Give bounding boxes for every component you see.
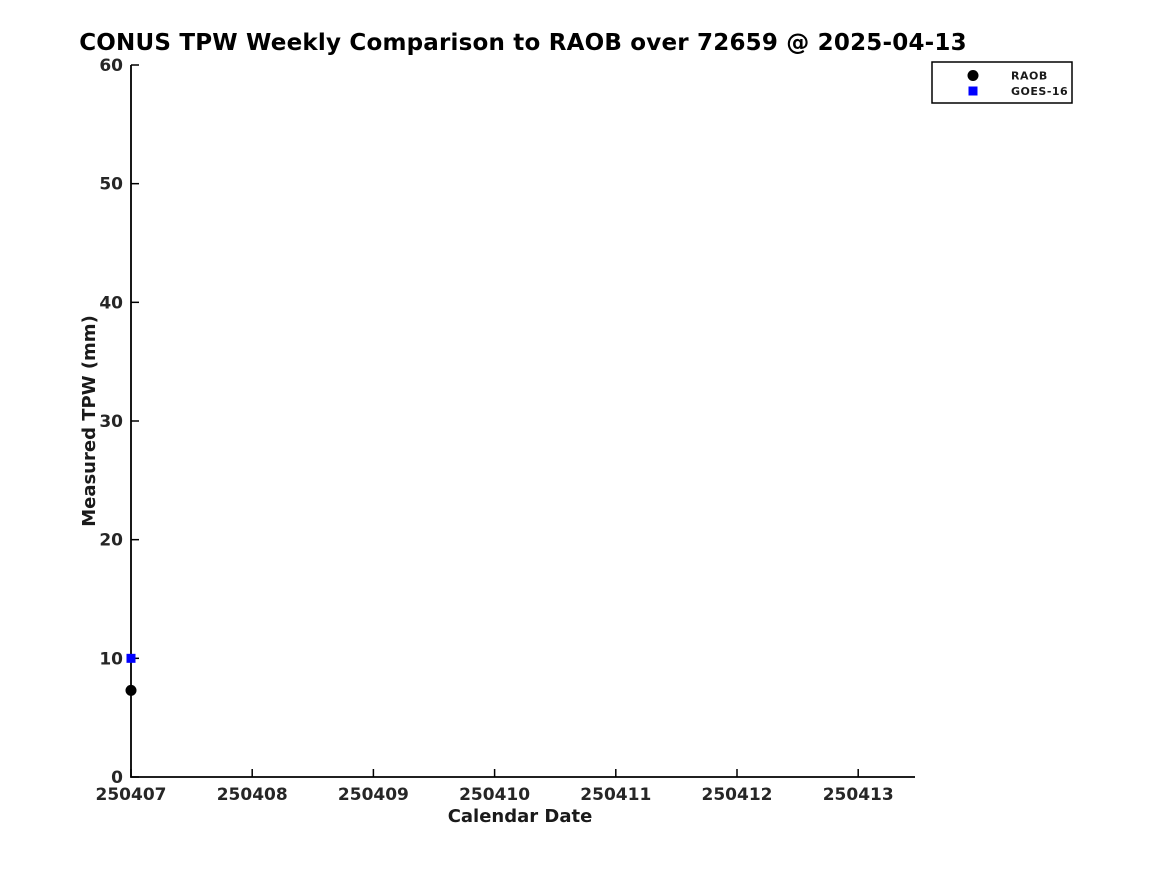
y-tick-label: 60 (99, 56, 123, 76)
x-tick-label: 250408 (217, 785, 288, 805)
y-tick-label: 40 (99, 293, 123, 313)
x-tick-label: 250410 (459, 785, 530, 805)
legend-label-raob: RAOB (1011, 70, 1048, 83)
legend-marker-goes-16 (968, 86, 978, 96)
x-tick-label: 250407 (96, 785, 167, 805)
y-tick-label: 10 (99, 649, 123, 669)
y-tick-label: 20 (99, 531, 123, 551)
y-tick-label: 30 (99, 412, 123, 432)
data-point-raob (125, 684, 137, 696)
x-tick-label: 250409 (338, 785, 409, 805)
x-tick-label: 250411 (580, 785, 651, 805)
legend-marker-raob (967, 70, 979, 81)
x-tick-label: 250412 (702, 785, 773, 805)
y-axis-title: Measured TPW (mm) (79, 315, 100, 527)
legend-box (931, 61, 1073, 104)
legend-label-goes-16: GOES-16 (1011, 85, 1068, 98)
axes-frame (130, 65, 915, 778)
x-tick-label: 250413 (823, 785, 894, 805)
y-tick-label: 50 (99, 175, 123, 195)
chart-title: CONUS TPW Weekly Comparison to RAOB over… (79, 30, 967, 56)
y-tick-label: 0 (111, 768, 123, 788)
x-axis-title: Calendar Date (448, 806, 593, 827)
data-point-goes-16 (126, 653, 136, 663)
